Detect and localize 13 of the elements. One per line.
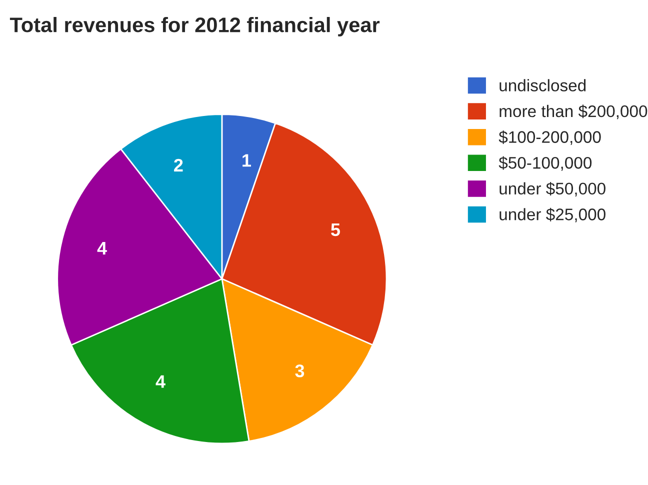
data-label: 3 xyxy=(295,364,304,378)
legend-label: under $25,000 xyxy=(500,208,606,222)
legend-label: under $50,000 xyxy=(500,182,606,197)
legend-label: $50-100,000 xyxy=(498,156,592,171)
data-label: 5 xyxy=(331,224,340,236)
data-label: 4 xyxy=(97,242,107,254)
legend-label: more than $200,000 xyxy=(500,104,648,120)
chart-title: Total revenues for 2012 financial year xyxy=(10,16,380,36)
legend-label: undisclosed xyxy=(500,79,586,92)
legend-label: $100-200,000 xyxy=(498,130,601,145)
data-label: 1 xyxy=(242,154,251,167)
data-label: 2 xyxy=(174,158,183,172)
data-label: 4 xyxy=(156,375,166,388)
